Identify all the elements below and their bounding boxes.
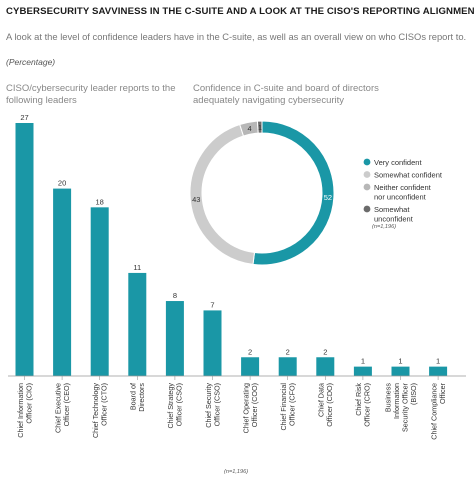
- category-label: Chief Security Officer (CSO): [204, 383, 222, 428]
- bar: [165, 301, 184, 376]
- category-label-line: Officer (CTO): [99, 383, 108, 426]
- category-label-line: Officer (CIO): [24, 383, 33, 424]
- category-label-line: Chief Financial: [279, 383, 288, 431]
- bar-value-label: 18: [96, 197, 104, 206]
- category-label-line: Chief Technology: [91, 383, 100, 438]
- bar-sample-size: (n=1,196): [224, 469, 249, 475]
- legend-swatch: [363, 205, 371, 213]
- legend-label: Neither confident: [374, 183, 432, 192]
- bar: [90, 207, 109, 376]
- category-label-line: Officer: [438, 382, 447, 404]
- bar-value-label: 1: [361, 357, 365, 366]
- category-label: Board of Directors: [129, 383, 147, 412]
- category-label-line: Chief Information: [16, 383, 25, 438]
- donut-sample-size: (n=1,196): [372, 224, 397, 230]
- legend-label: Somewhat: [374, 205, 410, 214]
- category-label-line: Chief Strategy: [166, 383, 175, 429]
- bar-value-label: 7: [210, 300, 214, 309]
- bar: [53, 188, 72, 376]
- bar: [391, 366, 410, 376]
- category-label-line: Chief Security: [204, 383, 213, 428]
- category-label-line: Officer (CRO): [363, 383, 372, 427]
- category-label: Chief Operating Officer (COO): [241, 383, 259, 433]
- category-label-line: Officer (CEO): [62, 383, 71, 426]
- legend-label: Very confident: [374, 158, 422, 167]
- page-subtitle: A look at the level of confidence leader…: [6, 31, 467, 42]
- bar: [241, 357, 260, 376]
- legend-swatch: [363, 158, 371, 166]
- legend-swatch: [363, 183, 371, 191]
- bar: [278, 357, 297, 376]
- category-label-line: Officer (CDO): [325, 383, 334, 427]
- donut-slice: [256, 120, 263, 134]
- category-label-line: Security Officer: [400, 382, 409, 432]
- category-label-line: Officer (CSO): [212, 383, 221, 426]
- bar-value-label: 2: [248, 347, 252, 356]
- bar-value-label: 8: [173, 291, 177, 300]
- category-label-line: Officer (CSO): [175, 383, 184, 426]
- category-label-line: Officer (COO): [250, 383, 259, 427]
- bar: [316, 357, 335, 376]
- bar-value-label: 2: [323, 347, 327, 356]
- unit-note: (Percentage): [6, 57, 56, 67]
- category-label: Chief Risk Officer (CRO): [354, 383, 372, 427]
- bar-chart-title: CISO/cybersecurity leader reports to the…: [6, 83, 176, 106]
- bar: [128, 272, 147, 376]
- category-label: Business Information Security Officer (BISO…: [383, 382, 418, 432]
- slice-value-label: 1: [258, 123, 262, 132]
- bar-value-label: 20: [58, 179, 66, 188]
- category-label: Chief Executive Officer (CEO): [53, 383, 71, 433]
- bar: [15, 123, 34, 376]
- bar-value-label: 11: [133, 263, 141, 272]
- category-label-line: Board of: [129, 383, 138, 410]
- category-label-line: Chief Risk: [354, 383, 363, 416]
- category-label-line: Directors: [137, 383, 146, 412]
- bar: [353, 366, 372, 376]
- slice-value-label: 43: [192, 195, 200, 204]
- legend-label: unconfident: [374, 214, 414, 223]
- bar-value-label: 27: [20, 113, 28, 122]
- category-label: Chief Strategy Officer (CSO): [166, 383, 184, 429]
- category-label-line: (BISO): [409, 383, 418, 405]
- category-label: Chief Compliance Officer: [429, 382, 447, 439]
- slice-value-label: 52: [324, 193, 332, 202]
- category-label: Chief Information Officer (CIO): [16, 383, 34, 438]
- bar-value-label: 1: [436, 357, 440, 366]
- legend-label: nor unconfident: [374, 192, 427, 201]
- legend-label: Somewhat confident: [374, 170, 443, 179]
- donut-chart-title: Confidence in C-suite and board of direc…: [193, 83, 379, 106]
- bar-value-label: 2: [286, 347, 290, 356]
- bar-value-label: 1: [398, 357, 402, 366]
- category-label-line: Chief Executive: [53, 383, 62, 433]
- category-label-line: Chief Data: [317, 383, 326, 417]
- category-label: Chief Financial Officer (CFO): [279, 383, 297, 431]
- category-label: Chief Technology Officer (CTO): [91, 383, 109, 438]
- bar: [429, 366, 448, 376]
- category-label-line: Business: [383, 383, 392, 413]
- bar: [203, 310, 222, 376]
- donut-slice: [252, 120, 335, 266]
- category-label-line: Information: [392, 383, 401, 419]
- category-label-line: Chief Compliance: [429, 383, 438, 440]
- category-label: Chief Data Officer (CDO): [317, 383, 335, 427]
- category-label-line: Chief Operating: [241, 383, 250, 433]
- slice-value-label: 4: [248, 124, 252, 133]
- category-label-line: Officer (CFO): [287, 383, 296, 426]
- legend-swatch: [363, 171, 371, 178]
- page-title: CYBERSECURITY SAVVINESS IN THE C-SUITE A…: [6, 6, 474, 17]
